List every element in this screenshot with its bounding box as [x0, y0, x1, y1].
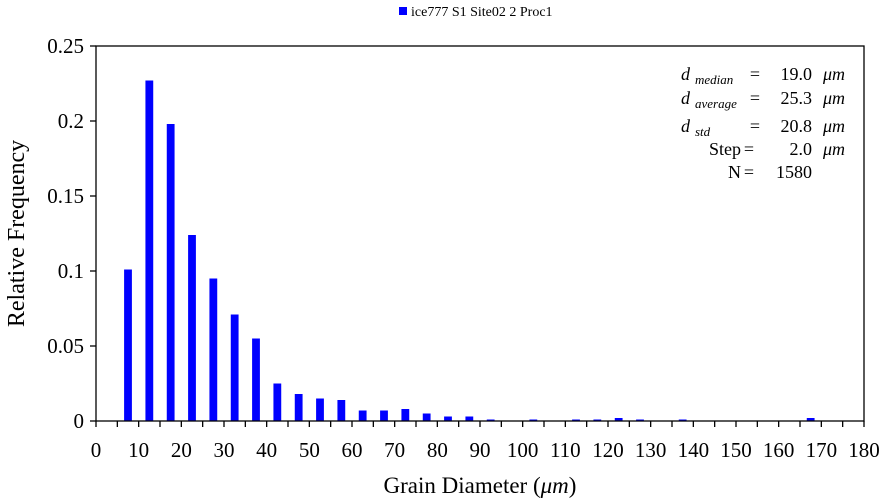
- x-tick-label: 0: [91, 438, 102, 462]
- stat-equals: =: [750, 64, 760, 84]
- x-tick-label: 20: [171, 438, 192, 462]
- stat-unit: μm: [822, 64, 845, 84]
- x-tick-label: 130: [635, 438, 667, 462]
- x-tick-label: 180: [848, 438, 880, 462]
- stat-label: d average: [681, 88, 737, 111]
- bar: [529, 419, 538, 421]
- x-tick-label: 170: [806, 438, 838, 462]
- stat-equals: =: [750, 88, 760, 108]
- bar: [252, 338, 260, 421]
- bar: [465, 416, 474, 421]
- stat-label: N: [728, 162, 741, 182]
- legend-swatch: [399, 7, 407, 15]
- axes-group: 0 0.05 0.1 0.15 0.2 0.25 0 10 20 30 40 50 60 70 80 90 10…: [4, 34, 880, 498]
- x-axis-label-prefix: Grain Diameter (: [384, 473, 541, 498]
- bars-group: [124, 80, 815, 421]
- stat-symbol: d: [681, 116, 691, 136]
- bar: [380, 410, 388, 421]
- y-axis-label: Relative Frequency: [4, 140, 30, 327]
- bar: [401, 409, 410, 421]
- x-tick-label: 150: [720, 438, 752, 462]
- x-tick-label: 60: [342, 438, 363, 462]
- stat-equals: =: [744, 162, 754, 182]
- stat-label: d std: [681, 116, 711, 139]
- stat-value: 1580: [776, 162, 812, 182]
- bar: [636, 419, 644, 421]
- x-tick-label: 90: [470, 438, 491, 462]
- y-tick-label: 0.1: [58, 259, 84, 283]
- bar: [806, 418, 815, 421]
- bar: [486, 419, 495, 421]
- bar: [273, 383, 282, 421]
- stat-unit: μm: [822, 139, 845, 159]
- y-tick-label: 0.2: [58, 109, 84, 133]
- y-tick-label: 0.05: [47, 334, 84, 358]
- bar: [614, 418, 623, 421]
- x-tick-label: 70: [384, 438, 405, 462]
- stat-equals: =: [744, 139, 754, 159]
- x-axis-label-suffix: ): [569, 473, 577, 498]
- x-tick-label: 110: [550, 438, 581, 462]
- stat-value: 25.3: [781, 88, 813, 108]
- bar: [337, 400, 346, 421]
- x-tick-label: 40: [256, 438, 277, 462]
- stat-symbol: d: [681, 88, 691, 108]
- y-tick-label: 0.15: [47, 184, 84, 208]
- stat-value: 2.0: [790, 139, 813, 159]
- x-tick-label: 100: [507, 438, 539, 462]
- bar: [316, 398, 324, 421]
- bar: [593, 419, 602, 421]
- stat-value: 20.8: [781, 116, 813, 136]
- stat-unit: μm: [822, 116, 845, 136]
- stat-subscript: std: [695, 124, 711, 139]
- stat-unit: μm: [822, 88, 845, 108]
- bar: [230, 314, 239, 421]
- legend: ice777 S1 Site02 2 Proc1: [399, 5, 553, 20]
- bar: [678, 419, 687, 421]
- stat-equals: =: [750, 116, 760, 136]
- stat-subscript: median: [695, 72, 733, 87]
- x-axis-label: Grain Diameter (μm): [384, 473, 577, 498]
- x-tick-label: 50: [299, 438, 320, 462]
- bar: [294, 394, 303, 421]
- x-axis-label-unit: μm: [540, 473, 569, 498]
- stat-symbol: d: [681, 64, 691, 84]
- stat-value: 19.0: [781, 64, 813, 84]
- x-tick-label: 30: [214, 438, 235, 462]
- bar: [124, 269, 132, 421]
- stat-subscript: average: [695, 96, 737, 111]
- y-tick-label: 0: [74, 409, 85, 433]
- y-tick-label: 0.25: [47, 34, 84, 58]
- bar: [166, 124, 175, 421]
- stats-box: d median = 19.0 μmd average = 25.3 μmd std = 20.8 μm…: [681, 64, 845, 182]
- bar: [444, 416, 452, 421]
- stat-label: d median: [681, 64, 733, 87]
- legend-label: ice777 S1 Site02 2 Proc1: [411, 5, 553, 20]
- x-tick-label: 140: [678, 438, 710, 462]
- bar: [358, 410, 367, 421]
- x-tick-label: 120: [592, 438, 624, 462]
- bar: [209, 278, 218, 421]
- x-tick-label: 80: [427, 438, 448, 462]
- bar: [572, 419, 580, 421]
- bar: [145, 80, 154, 421]
- x-tick-label: 10: [128, 438, 149, 462]
- stat-label: Step: [709, 139, 741, 159]
- bar: [422, 413, 431, 421]
- x-tick-label: 160: [763, 438, 795, 462]
- bar: [188, 235, 196, 421]
